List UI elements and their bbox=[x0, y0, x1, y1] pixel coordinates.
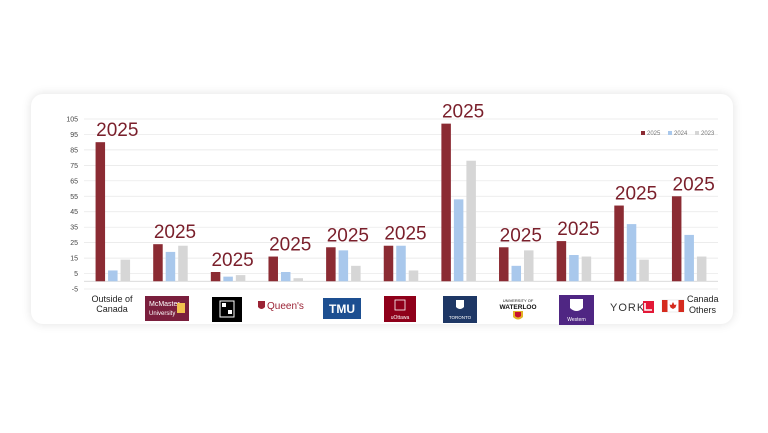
bar-2023-10 bbox=[696, 256, 707, 282]
year-annotation: 2025 bbox=[615, 184, 657, 205]
legend-label-2025: 2025 bbox=[647, 131, 661, 137]
bar-2023-8 bbox=[581, 256, 592, 282]
legend-label-2023: 2023 bbox=[701, 131, 715, 137]
y-tick-label: 105 bbox=[66, 117, 78, 124]
bar-2023-0 bbox=[120, 259, 131, 282]
bar-2025-9 bbox=[614, 205, 624, 282]
svg-text:UNIVERSITY OF: UNIVERSITY OF bbox=[503, 298, 534, 303]
bar-2024-10 bbox=[684, 234, 694, 282]
svg-text:University: University bbox=[149, 311, 175, 317]
bar-2024-7 bbox=[511, 265, 522, 282]
year-annotation: 2025 bbox=[557, 219, 599, 240]
svg-text:Canada: Canada bbox=[96, 304, 128, 314]
svg-text:Western: Western bbox=[567, 317, 586, 323]
legend-swatch-2024 bbox=[668, 131, 672, 135]
bar-2025-10 bbox=[671, 196, 682, 282]
bars bbox=[95, 123, 707, 282]
logo-queens: Queen's bbox=[258, 301, 304, 312]
bar-2024-0 bbox=[108, 270, 118, 282]
bar-2024-5 bbox=[396, 245, 406, 282]
bar-2023-2 bbox=[235, 275, 246, 282]
legend-label-2024: 2024 bbox=[674, 131, 688, 137]
bar-2024-8 bbox=[569, 255, 579, 282]
logo-york: YORK bbox=[610, 301, 654, 314]
bar-2023-5 bbox=[408, 270, 419, 282]
year-annotation: 2025 bbox=[269, 235, 311, 256]
svg-text:TORONTO: TORONTO bbox=[449, 315, 472, 320]
bar-2025-1 bbox=[153, 244, 163, 282]
bar-2025-3 bbox=[268, 256, 278, 282]
bar-2024-3 bbox=[280, 272, 291, 282]
logo-waterloo: UNIVERSITY OF WATERLOO bbox=[499, 298, 537, 320]
svg-text:WATERLOO: WATERLOO bbox=[499, 304, 536, 311]
svg-text:Canada: Canada bbox=[687, 294, 719, 304]
year-annotation: 2025 bbox=[673, 174, 715, 195]
bar-2025-8 bbox=[556, 241, 567, 282]
year-annotation: 2025 bbox=[384, 224, 426, 245]
bar-2025-0 bbox=[95, 142, 106, 282]
bar-2025-2 bbox=[210, 272, 221, 282]
year-annotation: 2025 bbox=[442, 102, 484, 123]
legend-swatch-2023 bbox=[695, 131, 699, 135]
bar-2024-2 bbox=[223, 276, 233, 282]
bar-2023-3 bbox=[293, 278, 303, 282]
svg-text:TMU: TMU bbox=[329, 302, 355, 316]
legend: 2025 2024 2023 bbox=[641, 131, 715, 137]
y-tick-label: 75 bbox=[70, 163, 78, 170]
svg-text:Queen's: Queen's bbox=[267, 301, 304, 312]
bar-2025-6 bbox=[441, 123, 451, 282]
y-tick-label: 25 bbox=[70, 240, 78, 247]
bar-2023-7 bbox=[524, 250, 534, 282]
year-annotation: 2025 bbox=[500, 225, 542, 246]
bar-2023-6 bbox=[466, 160, 476, 282]
logo-outside-of-canada: Outside of Canada bbox=[91, 294, 133, 314]
bar-2025-7 bbox=[499, 247, 509, 282]
logo-ocad bbox=[212, 297, 242, 322]
bar-2025-5 bbox=[383, 245, 394, 282]
y-tick-label: 85 bbox=[70, 147, 78, 154]
y-tick-label: 45 bbox=[70, 209, 78, 216]
year-annotation: 2025 bbox=[96, 120, 138, 141]
y-tick-label: 5 bbox=[74, 271, 78, 278]
bar-2023-4 bbox=[351, 265, 361, 282]
y-axis-ticks: -5 5 15 25 35 45 55 65 75 85 95 105 bbox=[66, 117, 78, 294]
bar-2024-6 bbox=[453, 199, 464, 282]
y-tick-label: 55 bbox=[70, 194, 78, 201]
year-annotation: 2025 bbox=[154, 222, 196, 243]
y-tick-label: 15 bbox=[70, 256, 78, 263]
logo-uottawa: uOttawa bbox=[384, 296, 416, 322]
legend-swatch-2025 bbox=[641, 131, 645, 135]
logo-mcmaster: McMaster University bbox=[145, 296, 189, 321]
y-tick-label: -5 bbox=[72, 287, 78, 294]
year-annotation: 2025 bbox=[211, 250, 253, 271]
logo-canada-others: Canada Others bbox=[661, 294, 719, 315]
year-annotation: 2025 bbox=[327, 225, 369, 246]
bar-2024-1 bbox=[165, 251, 176, 282]
logo-western: Western bbox=[559, 295, 594, 325]
x-axis-logos: Outside of Canada McMaster University Qu… bbox=[91, 294, 719, 325]
svg-text:YORK: YORK bbox=[610, 302, 645, 314]
svg-text:uOttawa: uOttawa bbox=[391, 315, 410, 321]
y-tick-label: 95 bbox=[70, 132, 78, 139]
svg-text:Outside of: Outside of bbox=[91, 294, 133, 304]
logo-toronto: TORONTO bbox=[443, 296, 477, 323]
bar-2023-1 bbox=[178, 245, 188, 282]
bar-2024-4 bbox=[338, 250, 349, 282]
bar-2024-9 bbox=[626, 224, 637, 282]
logo-tmu: TMU bbox=[323, 298, 361, 319]
svg-text:Others: Others bbox=[689, 305, 717, 315]
bar-2023-9 bbox=[639, 259, 649, 282]
y-tick-label: 35 bbox=[70, 225, 78, 232]
y-tick-label: 65 bbox=[70, 178, 78, 185]
svg-text:McMaster: McMaster bbox=[149, 301, 180, 308]
bar-2025-4 bbox=[326, 247, 336, 282]
